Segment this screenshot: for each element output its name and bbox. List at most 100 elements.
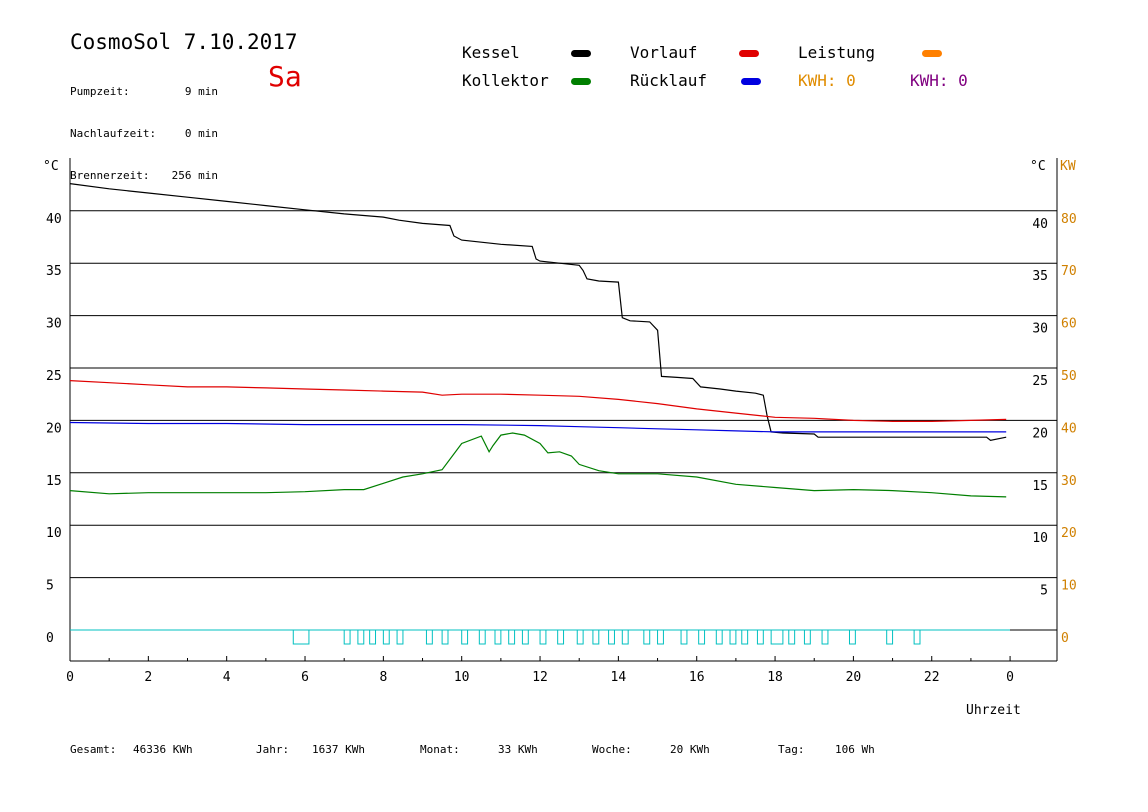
legend-kessel-label: Kessel [462, 43, 520, 62]
x-tick-label: 0 [66, 670, 74, 685]
footer-gesamt-value: 46336 KWh [133, 743, 193, 756]
y-tick-left: 10 [46, 526, 62, 541]
legend-kwh2: KWH: 0 [910, 71, 968, 90]
y-tick-left: 20 [46, 421, 62, 436]
footer-tag-label: Tag: [778, 743, 805, 756]
legend-vorlauf-label: Vorlauf [630, 43, 698, 62]
y-tick-left: 5 [46, 579, 54, 594]
y-tick-right: 20 [1032, 426, 1048, 441]
y-tick-kw: 60 [1061, 317, 1077, 332]
left-unit-label: °C [43, 159, 59, 174]
legend-ruecklauf-swatch [741, 78, 761, 85]
pump-interval [788, 629, 796, 645]
pump-interval [508, 629, 516, 645]
y-tick-right: 40 [1032, 217, 1048, 232]
stats-values: 9 min 0 min 256 min [150, 57, 218, 197]
pump-interval [539, 629, 547, 645]
footer-gesamt-label: Gesamt: [70, 743, 117, 756]
legend-kollektor-swatch [571, 78, 591, 85]
y-tick-left: 0 [46, 631, 54, 646]
x-tick-label: 12 [532, 670, 548, 685]
pump-interval [913, 629, 921, 645]
x-tick-label: 8 [379, 670, 387, 685]
y-tick-kw: 80 [1061, 212, 1077, 227]
pump-interval [770, 629, 784, 645]
y-tick-kw: 30 [1061, 474, 1077, 489]
pump-interval [382, 629, 390, 645]
legend-leistung-label: Leistung [798, 43, 876, 62]
kollektor-line [69, 432, 1007, 498]
x-tick-label: 18 [767, 670, 783, 685]
pump-interval [292, 629, 310, 645]
brennerzeit-value: 256 min [171, 169, 218, 182]
pump-interval [756, 629, 764, 645]
pump-interval [592, 629, 600, 645]
kessel-line [69, 183, 1007, 441]
axis-layer: °C °C KW Uhrzeit 05101520253035405101520… [43, 159, 1077, 718]
pumpzeit-value: 9 min [184, 85, 218, 98]
y-tick-kw: 20 [1061, 526, 1077, 541]
nachlaufzeit-label: Nachlaufzeit: [70, 127, 157, 140]
pump-interval [343, 629, 351, 645]
x-tick-label: 4 [223, 670, 231, 685]
y-tick-left: 30 [46, 317, 62, 332]
y-tick-left: 35 [46, 264, 62, 279]
footer-woche-value: 20 KWh [670, 743, 710, 756]
vorlauf-line [69, 380, 1007, 422]
pump-interval [698, 629, 706, 645]
y-tick-left: 15 [46, 474, 62, 489]
x-tick-label: 2 [144, 670, 152, 685]
y-tick-right: 30 [1032, 322, 1048, 337]
legend-kwh1: KWH: 0 [798, 71, 856, 90]
y-tick-left: 25 [46, 369, 62, 384]
footer-monat-label: Monat: [420, 743, 460, 756]
series-layer [69, 183, 1007, 498]
x-tick-label: 10 [454, 670, 470, 685]
y-tick-right: 10 [1032, 531, 1048, 546]
pump-interval [657, 629, 664, 645]
pump-interval [357, 629, 365, 645]
x-axis-label: Uhrzeit [966, 703, 1021, 718]
y-tick-right: 5 [1040, 584, 1048, 599]
footer-woche-label: Woche: [592, 743, 632, 756]
pump-interval [557, 629, 565, 645]
footer-tag-value: 106 Wh [835, 743, 875, 756]
kw-unit-label: KW [1060, 159, 1076, 174]
nachlaufzeit-value: 0 min [184, 127, 218, 140]
pump-interval [729, 629, 737, 645]
x-tick-label: 14 [611, 670, 627, 685]
x-tick-label: 16 [689, 670, 705, 685]
y-tick-kw: 50 [1061, 369, 1077, 384]
x-tick-label: 20 [846, 670, 862, 685]
y-tick-right: 15 [1032, 479, 1048, 494]
y-tick-right: 35 [1032, 269, 1048, 284]
ruecklauf-line [69, 421, 1007, 433]
x-tick-label: 22 [924, 670, 940, 685]
pump-interval [848, 629, 856, 645]
pump-interval [680, 629, 688, 645]
pump-interval [741, 629, 749, 645]
pump-interval [478, 629, 486, 645]
legend-ruecklauf-label: Rücklauf [630, 71, 708, 90]
footer-jahr-value: 1637 KWh [312, 743, 365, 756]
right-unit-label: °C [1030, 159, 1046, 174]
brennerzeit-label: Brennerzeit: [70, 169, 150, 182]
pump-interval [886, 629, 894, 645]
pump-interval [608, 629, 615, 645]
pump-interval [425, 629, 433, 645]
pump-interval [576, 629, 584, 645]
pump-interval [803, 629, 811, 645]
grid-layer [69, 158, 1058, 662]
pump-interval [494, 629, 502, 645]
pump-layer [70, 629, 1010, 645]
pumpzeit-label: Pumpzeit: [70, 85, 130, 98]
weekday-label: Sa [268, 60, 302, 93]
pump-interval [715, 629, 723, 645]
pump-interval [396, 629, 404, 645]
y-tick-left: 40 [46, 212, 62, 227]
pump-interval [441, 629, 449, 645]
pump-interval [461, 629, 469, 645]
footer-jahr-label: Jahr: [256, 743, 290, 756]
y-tick-kw: 0 [1061, 631, 1069, 646]
pump-interval [821, 629, 829, 645]
